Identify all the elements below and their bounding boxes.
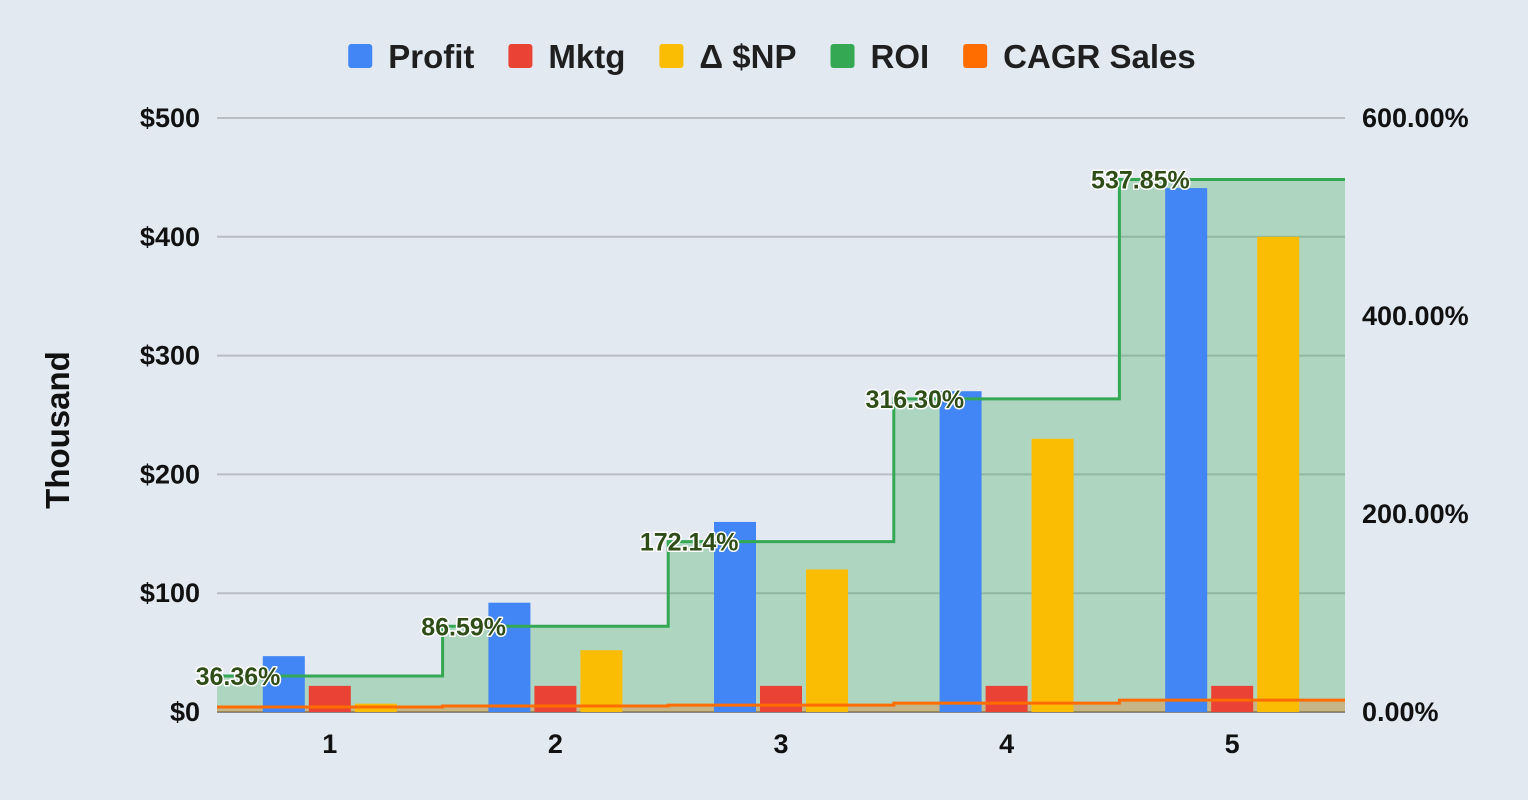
roi-line <box>217 178 1345 678</box>
legend-item[interactable]: Δ $NP <box>659 38 797 75</box>
x-tick-label: 3 <box>773 729 788 759</box>
mktg-bar <box>760 685 802 712</box>
legend-swatch <box>963 44 988 68</box>
legend-label: Profit <box>388 38 474 75</box>
profit-bar <box>262 656 305 712</box>
roi-data-label: 537.85% <box>1091 167 1190 195</box>
x-tick-label: 1 <box>322 729 337 759</box>
x-tick-label: 5 <box>1225 729 1240 759</box>
delta-np-bar <box>580 650 623 712</box>
legend-item[interactable]: Profit <box>348 38 474 75</box>
y-tick-label: $200 <box>140 459 200 489</box>
y-tick-label: $300 <box>140 341 200 371</box>
bars <box>262 188 1300 713</box>
mktg-bar <box>534 685 577 712</box>
roi-data-label: 36.36% <box>196 663 281 691</box>
profit-bar <box>714 521 756 712</box>
y2-tick-label: 200.00% <box>1362 499 1469 529</box>
legend-swatch <box>348 44 373 68</box>
y-tick-label: $400 <box>140 222 200 252</box>
delta-np-bar <box>1257 236 1300 713</box>
x-tick-label: 4 <box>999 729 1014 759</box>
y-tick-label: $0 <box>170 697 200 727</box>
legend-swatch <box>659 44 684 68</box>
axes: Thousand $0 $100 $200 $300 $400 $500 0.00% 200.… <box>39 103 1469 759</box>
x-tick-label: 2 <box>548 729 563 759</box>
legend-label: CAGR Sales <box>1003 38 1196 75</box>
y2-tick-label: 400.00% <box>1362 301 1469 331</box>
cagr-sales-line <box>217 698 1345 709</box>
step-lines <box>217 178 1345 709</box>
profit-bar <box>939 391 982 712</box>
roi-data-label: 86.59% <box>421 613 506 641</box>
roi-data-label: 316.30% <box>865 386 964 414</box>
gridlines <box>217 117 1345 713</box>
y-tick-label: $100 <box>140 578 200 608</box>
delta-np-bar <box>1031 438 1074 712</box>
legend-swatch <box>508 44 533 68</box>
y-axis-title: Thousand <box>39 351 76 509</box>
legend[interactable]: Profit Mktg Δ $NP ROI CAGR Sales <box>348 38 1196 75</box>
profit-bar <box>488 602 531 712</box>
roi-data-label: 172.14% <box>640 529 739 557</box>
legend-label: Δ $NP <box>699 38 796 75</box>
profit-bar <box>1165 188 1208 713</box>
roi-data-labels: 36.36% 86.59% 172.14% 316.30% 537.85% <box>194 165 1191 692</box>
legend-label: ROI <box>871 38 930 75</box>
legend-label: Mktg <box>548 38 625 75</box>
delta-np-bar <box>806 569 848 712</box>
mktg-bar <box>985 685 1028 712</box>
legend-swatch <box>830 44 855 68</box>
legend-item[interactable]: Mktg <box>508 38 625 75</box>
legend-item[interactable]: CAGR Sales <box>963 38 1196 75</box>
legend-item[interactable]: ROI <box>830 38 930 75</box>
y-tick-label: $500 <box>140 103 200 133</box>
y2-tick-label: 600.00% <box>1362 103 1469 133</box>
y2-tick-label: 0.00% <box>1362 697 1439 727</box>
